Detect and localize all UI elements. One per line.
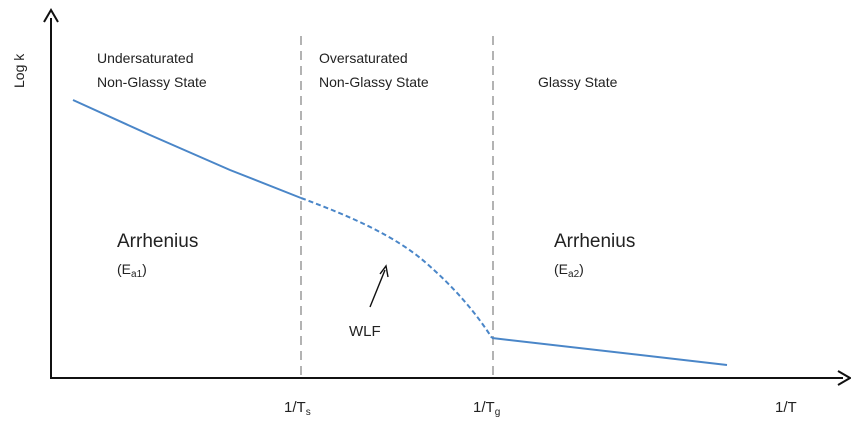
wlf-segment (300, 197, 493, 339)
region-2-line-2: Non-Glassy State (319, 74, 429, 90)
arrhenius-2-param: (Ea2) (554, 261, 584, 280)
wlf-pointer-arrow (369, 269, 386, 308)
y-axis-label: Log k (11, 53, 27, 88)
x-tick-ts: 1/Ts (284, 399, 311, 418)
wlf-pointer-arrowhead-icon (379, 264, 389, 278)
arrhenius-1-param: (Ea1) (117, 261, 147, 280)
wlf-label: WLF (349, 323, 381, 340)
arrhenius-2-label: Arrhenius (554, 231, 635, 252)
region-2-line-1: Oversaturated (319, 50, 408, 66)
region-1-line-1: Undersaturated (97, 50, 194, 66)
region-1-line-2: Non-Glassy State (97, 74, 207, 90)
arrhenius-1-label: Arrhenius (117, 231, 198, 252)
x-axis-arrow-icon (837, 370, 851, 386)
arrhenius-segment-2 (491, 337, 728, 366)
x-tick-tg: 1/Tg (473, 399, 500, 418)
y-axis-arrow-icon (43, 8, 59, 23)
region-3-line-1: Glassy State (538, 74, 618, 90)
arrhenius-segment-1 (72, 99, 302, 199)
x-axis-label: 1/T (775, 399, 797, 416)
